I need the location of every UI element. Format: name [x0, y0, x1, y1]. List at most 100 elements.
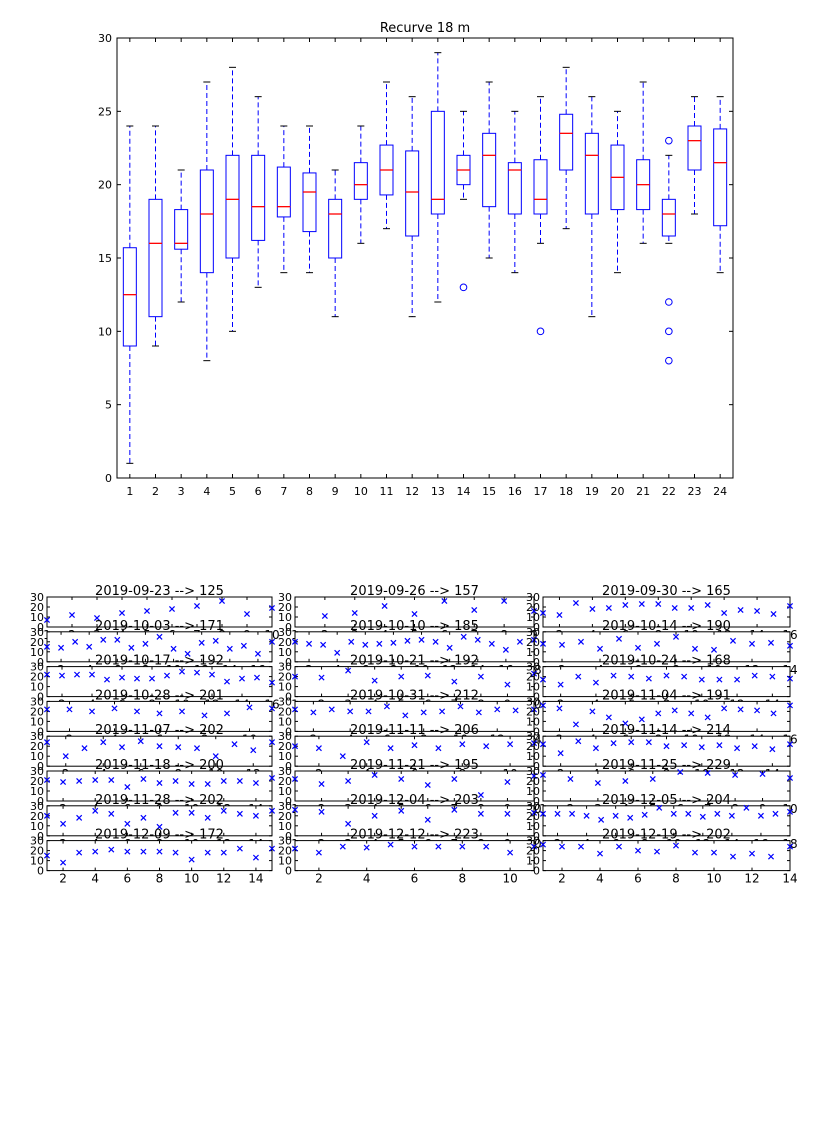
outlier-point	[665, 327, 673, 336]
y-tick-label: 10	[98, 325, 112, 338]
scatter-point	[86, 643, 93, 650]
scatter-point	[383, 703, 390, 710]
scatter-point	[751, 743, 758, 750]
subplot-title: 2019-10-24 --> 168	[602, 654, 731, 669]
scatter-point	[530, 636, 538, 643]
outlier-point	[665, 136, 673, 145]
scatter-point	[424, 672, 431, 679]
y-tick-label: 30	[30, 695, 44, 708]
scatter-point	[653, 640, 661, 647]
x-tick-label: 7	[280, 485, 287, 498]
scatter-point	[92, 807, 99, 814]
scatter-point	[671, 604, 678, 612]
subplot-title: 2019-12-04 --> 203	[350, 793, 479, 808]
scatter-point	[502, 646, 509, 653]
box-22	[661, 136, 676, 365]
scatter-point	[339, 843, 346, 850]
scatter-point	[243, 610, 251, 618]
outlier-point	[536, 327, 545, 336]
box-iqr	[148, 198, 163, 318]
subplot-frame	[46, 805, 273, 837]
y-tick-label: 0	[285, 725, 292, 738]
scatter-point	[530, 670, 538, 677]
chart-title: Recurve 18 m	[380, 21, 470, 36]
scatter-subplot-6: 2019-10-14 --> 19001020302468101214	[526, 619, 798, 677]
scatter-point	[128, 644, 135, 651]
scatter-point	[184, 650, 191, 657]
scatter-point	[704, 601, 711, 609]
scatter-point	[60, 778, 67, 786]
scatter-point	[240, 642, 247, 649]
y-tick-label: 0	[533, 830, 540, 843]
scatter-point	[92, 848, 99, 855]
subplot-frame	[46, 666, 273, 698]
scatter-point	[592, 745, 599, 752]
scatter-point	[698, 676, 705, 683]
scatter-point	[218, 597, 226, 605]
scatter-point	[252, 779, 259, 787]
scatter-point	[610, 672, 617, 679]
y-tick-label: 30	[98, 32, 112, 45]
scatter-point	[716, 742, 723, 749]
y-tick-label: 10	[30, 681, 44, 694]
scatter-subplot-14: 2019-11-11 --> 2060102030246810	[278, 723, 538, 781]
scatter-point	[76, 814, 83, 821]
y-tick-label: 30	[278, 730, 292, 743]
scatter-point	[477, 810, 484, 817]
scatter-point	[572, 599, 579, 607]
scatter-point	[483, 843, 490, 850]
scatter-point	[612, 812, 619, 819]
x-tick-label: 17	[534, 485, 548, 498]
x-tick-label: 2	[152, 485, 159, 498]
scatter-point	[315, 849, 322, 856]
y-tick-label: 0	[105, 472, 112, 485]
scatter-point	[641, 811, 648, 818]
scatter-point	[250, 747, 257, 754]
y-tick-label: 0	[285, 691, 292, 704]
scatter-point	[345, 777, 352, 785]
scatter-point	[172, 809, 179, 816]
y-tick-label: 20	[30, 775, 44, 788]
outlier-point	[459, 283, 468, 292]
subplot-title: 2019-12-09 --> 172	[95, 828, 224, 843]
scatter-point	[114, 636, 121, 643]
scatter-point	[539, 702, 547, 709]
scatter-point	[310, 709, 317, 716]
scatter-point	[398, 807, 405, 814]
scatter-point	[681, 673, 688, 680]
scatter-point	[663, 743, 670, 750]
scatter-point	[328, 706, 335, 713]
scatter-point	[420, 709, 427, 716]
scatter-point	[124, 783, 131, 791]
y-tick-label: 0	[533, 795, 540, 808]
scatter-point	[734, 745, 741, 752]
y-tick-label: 20	[278, 810, 292, 823]
y-tick-label: 30	[30, 800, 44, 813]
scatter-point	[451, 678, 458, 685]
scatter-point	[748, 640, 756, 647]
subplot-title: 2019-09-23 --> 125	[95, 584, 224, 599]
y-tick-label: 0	[37, 795, 44, 808]
y-tick-label: 20	[526, 601, 540, 614]
box-10	[353, 125, 368, 244]
subplot-frame	[294, 700, 535, 732]
y-tick-label: 20	[30, 705, 44, 718]
y-tick-label: 30	[278, 800, 292, 813]
subplot-frame	[294, 666, 535, 698]
subplot-frame	[542, 596, 791, 628]
scatter-point	[577, 843, 585, 850]
scatter-point	[320, 641, 327, 648]
scatter-point	[362, 641, 369, 648]
subplot-frame	[46, 770, 273, 802]
scatter-point	[43, 812, 51, 819]
scatter-point	[62, 753, 69, 760]
x-tick-label: 8	[306, 485, 313, 498]
scatter-point	[439, 708, 446, 715]
y-tick-label: 5	[105, 399, 112, 412]
scatter-point	[60, 859, 67, 866]
scatter-point	[291, 806, 299, 813]
y-tick-label: 20	[526, 845, 540, 858]
y-tick-label: 0	[37, 656, 44, 669]
